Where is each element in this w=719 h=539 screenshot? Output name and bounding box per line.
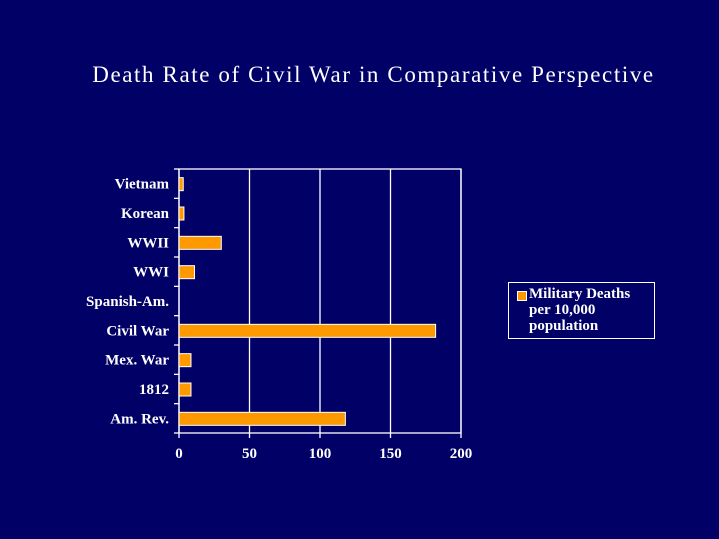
legend-swatch: [517, 291, 527, 301]
y-tick-label: WWII: [127, 235, 169, 251]
y-tick-label: Korean: [121, 206, 170, 222]
bar-1812: [178, 382, 192, 397]
bar-wwi: [178, 265, 196, 280]
legend: Military Deaths per 10,000 population: [508, 282, 655, 339]
x-tick-label: 100: [309, 446, 332, 462]
y-tick-label: 1812: [139, 382, 169, 398]
bar-wwii: [178, 235, 222, 250]
x-tick-label: 50: [242, 446, 257, 462]
bar-am-rev-: [178, 411, 346, 426]
legend-label: Military Deaths per 10,000 population: [529, 286, 631, 334]
y-tick-label: Mex. War: [105, 353, 169, 369]
x-tick-label: 200: [450, 446, 473, 462]
y-tick-label: Spanish-Am.: [86, 294, 169, 310]
x-tick-label: 150: [379, 446, 402, 462]
bar-mex-war: [178, 353, 192, 368]
bar-korean: [178, 206, 185, 221]
y-tick-label: Civil War: [106, 323, 169, 339]
y-tick-label: Vietnam: [115, 177, 170, 193]
y-tick-label: WWI: [133, 265, 169, 281]
y-tick-label: Am. Rev.: [110, 411, 169, 427]
bar-vietnam: [178, 177, 184, 192]
bar-civil-war: [178, 323, 437, 338]
x-tick-label: 0: [175, 446, 183, 462]
chart-title: Death Rate of Civil War in Comparative P…: [92, 62, 655, 87]
